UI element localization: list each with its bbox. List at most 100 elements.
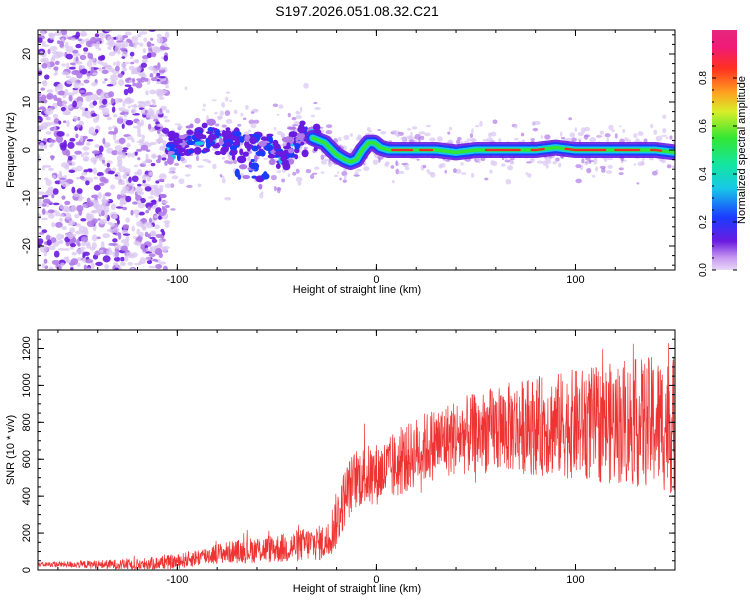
y-tick-label: 600 bbox=[21, 450, 33, 468]
noise-blob bbox=[61, 63, 66, 67]
noise-blob bbox=[38, 67, 42, 72]
noise-blob bbox=[86, 138, 94, 142]
noise-blob bbox=[75, 133, 79, 139]
noise-blob bbox=[574, 127, 578, 133]
turbulent-blob bbox=[258, 140, 267, 147]
noise-blob bbox=[79, 175, 85, 180]
noise-blob bbox=[159, 145, 167, 149]
noise-blob bbox=[106, 35, 114, 44]
noise-blob bbox=[357, 134, 362, 140]
noise-blob bbox=[633, 133, 638, 139]
noise-blob bbox=[81, 171, 88, 176]
noise-blob bbox=[583, 134, 589, 140]
background-noise-blobs bbox=[38, 30, 675, 270]
snr-plot-area bbox=[38, 343, 675, 570]
noise-blob bbox=[142, 179, 146, 184]
noise-blob bbox=[291, 116, 297, 121]
noise-blob bbox=[128, 176, 132, 184]
noise-blob bbox=[156, 159, 161, 164]
x-tick-label: -100 bbox=[166, 574, 188, 586]
noise-blob bbox=[70, 267, 74, 270]
noise-blob bbox=[475, 124, 480, 128]
noise-blob bbox=[445, 159, 451, 162]
noise-blob bbox=[460, 172, 467, 175]
noise-blob bbox=[77, 100, 83, 107]
noise-blob bbox=[489, 169, 493, 174]
noise-blob bbox=[151, 199, 157, 205]
noise-blob bbox=[202, 103, 206, 107]
noise-blob bbox=[95, 155, 100, 160]
noise-blob bbox=[214, 123, 220, 127]
noise-blob bbox=[146, 52, 152, 59]
noise-blob bbox=[606, 137, 610, 143]
turbulent-blob bbox=[186, 135, 192, 140]
noise-blob bbox=[85, 258, 94, 264]
noise-blob bbox=[529, 157, 535, 163]
colorbar-tick-label: 0.4 bbox=[698, 167, 709, 181]
noise-blob bbox=[48, 212, 55, 219]
noise-blob bbox=[114, 267, 119, 270]
noise-blob bbox=[299, 106, 303, 113]
noise-blob bbox=[527, 173, 532, 178]
noise-blob bbox=[169, 167, 177, 171]
noise-blob bbox=[69, 137, 76, 142]
noise-blob bbox=[148, 171, 153, 176]
turbulent-blob bbox=[246, 143, 251, 152]
noise-blob bbox=[47, 48, 51, 55]
noise-blob bbox=[158, 252, 163, 259]
noise-blob bbox=[91, 82, 98, 87]
noise-blob bbox=[170, 208, 176, 211]
noise-blob bbox=[42, 198, 51, 204]
noise-blob bbox=[131, 35, 139, 42]
noise-blob bbox=[490, 160, 495, 166]
noise-blob bbox=[430, 172, 436, 178]
noise-blob bbox=[596, 134, 601, 139]
noise-blob bbox=[41, 107, 47, 112]
turbulent-blob bbox=[229, 145, 238, 151]
noise-blob bbox=[581, 158, 585, 164]
noise-blob bbox=[151, 205, 157, 209]
noise-blob bbox=[51, 222, 56, 228]
noise-blob bbox=[125, 119, 134, 126]
noise-blob bbox=[149, 89, 157, 95]
noise-blob bbox=[606, 157, 614, 161]
noise-blob bbox=[221, 124, 227, 128]
noise-blob bbox=[569, 132, 576, 138]
noise-blob bbox=[115, 65, 120, 72]
noise-blob bbox=[119, 200, 124, 208]
noise-blob bbox=[224, 96, 229, 102]
noise-blob bbox=[56, 233, 63, 241]
noise-blob bbox=[72, 100, 78, 108]
noise-blob bbox=[156, 72, 161, 77]
noise-blob bbox=[132, 41, 140, 46]
noise-blob bbox=[295, 176, 303, 183]
y-tick-label: 20 bbox=[21, 48, 33, 60]
y-tick-label: 10 bbox=[21, 96, 33, 108]
noise-blob bbox=[342, 179, 347, 183]
noise-blob bbox=[64, 88, 69, 96]
noise-blob bbox=[151, 99, 156, 103]
noise-blob bbox=[131, 225, 136, 232]
noise-blob bbox=[161, 206, 166, 211]
noise-blob bbox=[96, 37, 102, 42]
noise-blob bbox=[117, 159, 123, 166]
noise-blob bbox=[50, 237, 57, 243]
noise-blob bbox=[73, 115, 78, 122]
noise-blob bbox=[46, 95, 52, 99]
noise-blob bbox=[229, 99, 233, 103]
noise-blob bbox=[51, 193, 55, 199]
noise-blob bbox=[85, 142, 91, 146]
noise-blob bbox=[633, 163, 637, 166]
noise-blob bbox=[309, 174, 315, 180]
noise-blob bbox=[536, 160, 544, 164]
noise-blob bbox=[92, 100, 98, 106]
noise-blob bbox=[142, 223, 146, 230]
noise-blob bbox=[110, 97, 115, 104]
noise-blob bbox=[95, 261, 103, 267]
noise-blob bbox=[132, 82, 137, 87]
noise-blob bbox=[40, 30, 45, 37]
noise-blob bbox=[59, 41, 65, 48]
noise-blob bbox=[80, 218, 87, 222]
